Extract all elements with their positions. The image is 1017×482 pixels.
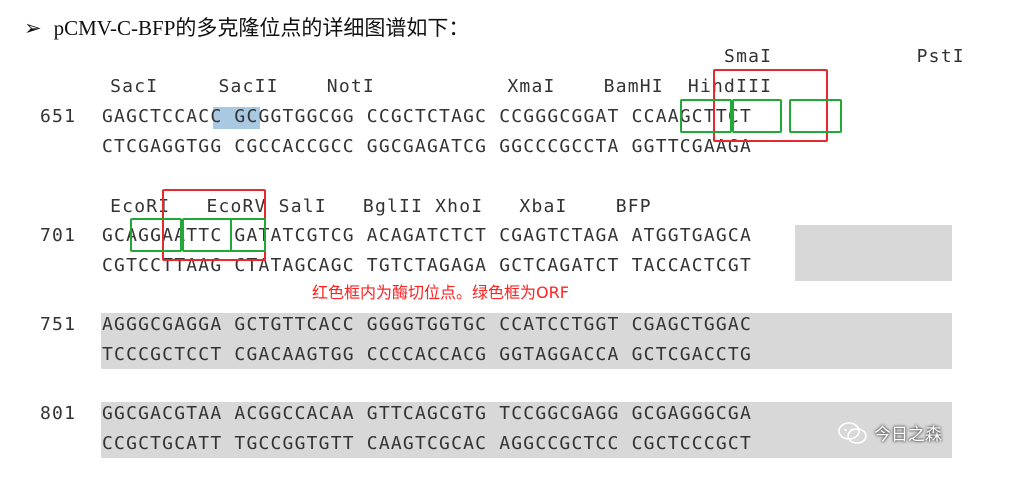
watermark: 今日之森 <box>838 420 942 445</box>
orf-highlight-751 <box>101 313 952 369</box>
watermark-text: 今日之森 <box>874 425 942 445</box>
orf-codon-box <box>230 218 266 252</box>
bullet-arrow-icon: ➢ <box>24 16 42 40</box>
title-text: pCMV-C-BFP的多克隆位点的详细图谱如下： <box>53 16 470 40</box>
orf-codon-box <box>680 99 732 133</box>
orf-highlight-801 <box>101 402 952 458</box>
enzyme-labels-651: SacI SacII NotI XmaI BamHI HindIII <box>62 76 773 97</box>
position-number-701: 701 <box>40 225 77 246</box>
annotation-note: 红色框内为酶切位点。绿色框为ORF <box>312 283 569 302</box>
sequence-forward-801: GGCGACGTAA ACGGCCACAA GTTCAGCGTG TCCGGCG… <box>102 403 752 424</box>
sequence-reverse-751: TCCCGCTCCT CGACAAGTGG CCCCACCACG GGTAGGA… <box>102 344 752 365</box>
orf-codon-box <box>130 218 182 252</box>
page-title: ➢ pCMV-C-BFP的多克隆位点的详细图谱如下： <box>24 12 469 42</box>
sequence-forward-751: AGGGCGAGGA GCTGTTCACC GGGGTGGTGC CCATCCT… <box>102 314 752 335</box>
enzyme-labels-top: SmaI PstI <box>62 46 965 67</box>
orf-codon-box <box>182 218 232 252</box>
position-number-651: 651 <box>40 106 77 127</box>
bamhi-site-box <box>713 69 828 142</box>
position-number-801: 801 <box>40 403 77 424</box>
sequence-forward-651: GAGCTCCACC GCGGTGGCGG CCGCTCTAGC CCGGGCG… <box>102 106 752 127</box>
orf-codon-box <box>789 99 842 133</box>
kozak-highlight <box>213 107 260 129</box>
orf-highlight-start <box>795 225 952 281</box>
wechat-icon <box>838 421 867 444</box>
sequence-reverse-801: CCGCTGCATT TGCCGGTGTT CAAGTCGCAC AGGCCGC… <box>102 433 752 454</box>
position-number-751: 751 <box>40 314 77 335</box>
enzyme-labels-701: EcoRI EcoRV SalI BglII XhoI XbaI BFP <box>62 196 652 217</box>
orf-codon-box <box>732 99 782 133</box>
sequence-reverse-651: CTCGAGGTGG CGCCACCGCC GGCGAGATCG GGCCCGC… <box>102 136 752 157</box>
